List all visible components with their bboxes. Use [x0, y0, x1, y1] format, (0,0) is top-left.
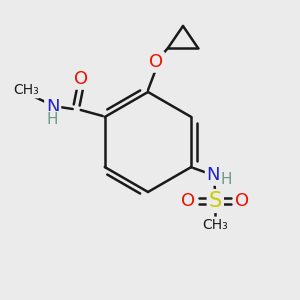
Text: O: O [74, 70, 88, 88]
Text: H: H [47, 112, 58, 128]
Text: O: O [235, 192, 249, 210]
Text: H: H [220, 172, 232, 187]
Text: N: N [207, 166, 220, 184]
Text: S: S [209, 191, 222, 211]
Text: CH₃: CH₃ [13, 83, 39, 97]
Text: N: N [46, 98, 59, 116]
Text: CH₃: CH₃ [202, 218, 228, 232]
Text: O: O [149, 53, 163, 71]
Text: O: O [181, 192, 195, 210]
